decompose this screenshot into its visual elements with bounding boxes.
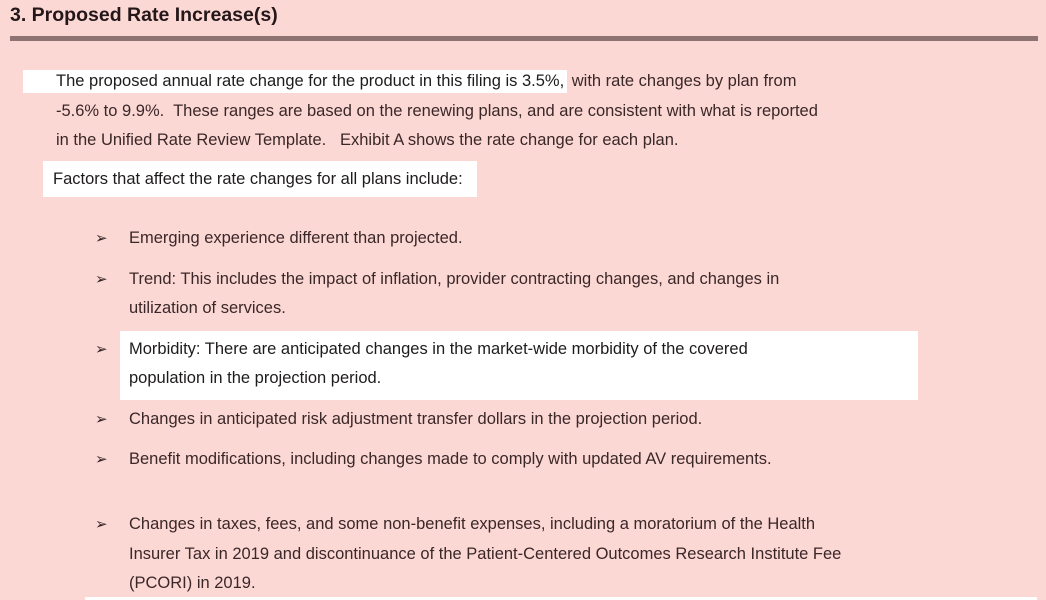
bullet-line: population in the projection period. bbox=[129, 369, 382, 387]
bullet-text: Changes in anticipated risk adjustment t… bbox=[129, 405, 702, 435]
factors-lead-in: Factors that affect the rate changes for… bbox=[43, 161, 477, 197]
bullet-arrow-icon: ➢ bbox=[95, 516, 108, 533]
bullet-text: Morbidity: There are anticipated changes… bbox=[120, 330, 918, 400]
bullet-arrow-icon: ➢ bbox=[95, 340, 108, 358]
list-item: ➢ Benefit modifications, including change… bbox=[95, 445, 918, 475]
bullet-arrow-icon: ➢ bbox=[95, 451, 108, 468]
bullet-line: (PCORI) in 2019. bbox=[129, 574, 256, 592]
bullet-line: Benefit modifications, including changes… bbox=[129, 450, 772, 468]
bullet-arrow-icon: ➢ bbox=[95, 230, 108, 247]
list-item: ➢ Trend: This includes the impact of infl… bbox=[95, 265, 918, 324]
partial-highlight-strip bbox=[85, 597, 1037, 600]
bullet-line: Insurer Tax in 2019 and discontinuance o… bbox=[129, 544, 842, 563]
highlighted-text: The proposed annual rate change for the … bbox=[23, 70, 568, 93]
intro-line-1: The proposed annual rate change for the … bbox=[23, 67, 818, 97]
list-item: ➢ Changes in taxes, fees, and some non-be… bbox=[95, 510, 918, 599]
intro-line-3: in the Unified Rate Review Template. Exh… bbox=[56, 131, 679, 149]
bullet-line: Morbidity: There are anticipated changes… bbox=[129, 339, 748, 358]
bullet-line: Trend: This includes the impact of infla… bbox=[129, 269, 780, 288]
bullet-text: Trend: This includes the impact of infla… bbox=[129, 265, 779, 324]
bullet-line: Changes in taxes, fees, and some non-ben… bbox=[129, 515, 816, 533]
bullet-arrow-icon: ➢ bbox=[95, 270, 108, 288]
intro-line-2: -5.6% to 9.9%. These ranges are based on… bbox=[56, 101, 818, 120]
list-item: ➢ Morbidity: There are anticipated change… bbox=[95, 330, 918, 400]
list-item: ➢ Changes in anticipated risk adjustment … bbox=[95, 405, 918, 435]
bullet-text: Benefit modifications, including changes… bbox=[129, 445, 772, 475]
factors-bullet-list: ➢ Emerging experience different than proj… bbox=[95, 224, 918, 600]
list-item: ➢ Emerging experience different than proj… bbox=[95, 224, 918, 254]
intro-paragraph: The proposed annual rate change for the … bbox=[23, 67, 818, 156]
bullet-line: Changes in anticipated risk adjustment t… bbox=[129, 409, 703, 428]
section-heading: 3. Proposed Rate Increase(s) bbox=[10, 4, 278, 26]
intro-line-1-rest: with rate changes by plan from bbox=[567, 72, 797, 90]
bullet-arrow-icon: ➢ bbox=[95, 410, 108, 428]
bullet-line: utilization of services. bbox=[129, 299, 286, 317]
bullet-line: Emerging experience different than proje… bbox=[129, 229, 463, 247]
bullet-text: Emerging experience different than proje… bbox=[129, 224, 463, 254]
heading-rule bbox=[10, 36, 1038, 41]
bullet-text: Changes in taxes, fees, and some non-ben… bbox=[129, 510, 841, 599]
